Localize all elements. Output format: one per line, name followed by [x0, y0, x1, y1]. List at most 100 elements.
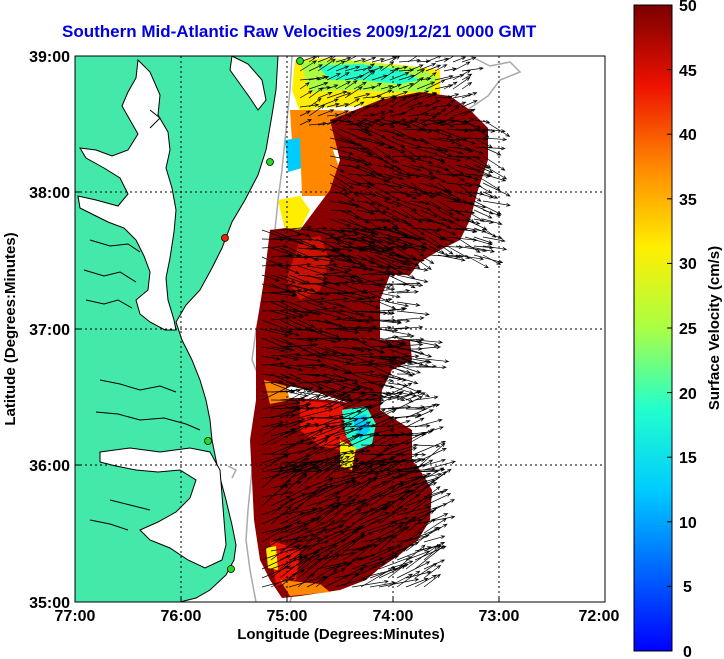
velocity-arrow	[405, 392, 426, 401]
velocity-arrow	[407, 77, 424, 90]
velocity-arrow	[261, 401, 301, 410]
delaware-bay	[229, 56, 267, 111]
velocity-arrow	[482, 236, 506, 243]
velocity-arrow	[261, 383, 297, 401]
velocity-arrow	[333, 355, 355, 362]
velocity-arrow	[324, 539, 357, 561]
velocity-arrow	[297, 346, 323, 359]
velocity-arrow	[288, 425, 309, 437]
velocity-arrow	[461, 81, 473, 90]
velocity-arrow	[371, 97, 385, 108]
velocity-arrow	[371, 89, 393, 99]
velocity-arrow	[261, 565, 292, 579]
velocity-arrow	[410, 164, 442, 174]
velocity-arrow	[306, 238, 342, 246]
velocity-arrow	[387, 547, 408, 561]
velocity-arrow	[414, 562, 438, 579]
velocity-arrow	[261, 274, 281, 282]
velocity-arrow	[315, 459, 342, 480]
velocity-arrow	[261, 361, 285, 366]
velocity-arrow	[261, 555, 292, 570]
velocity-arrow	[351, 310, 389, 315]
velocity-arrow	[410, 128, 433, 133]
velocity-arrow	[387, 355, 406, 365]
velocity-arrow	[326, 73, 341, 81]
velocity-arrow	[360, 269, 392, 276]
velocity-arrow	[333, 534, 365, 561]
velocity-arrow	[378, 382, 413, 401]
velocity-arrow	[396, 316, 425, 321]
velocity-arrow	[360, 301, 381, 309]
velocity-arrow	[342, 503, 371, 516]
velocity-arrow	[378, 408, 398, 419]
velocity-arrow	[473, 119, 491, 124]
velocity-arrow	[407, 101, 424, 108]
velocity-arrow	[315, 394, 352, 410]
velocity-arrow	[392, 218, 413, 227]
velocity-arrow	[306, 454, 343, 471]
velocity-arrow	[324, 427, 356, 437]
velocity-arrow	[396, 372, 416, 377]
velocity-arrow	[419, 191, 442, 196]
velocity-arrow	[414, 447, 447, 464]
velocity-arrow	[344, 98, 361, 108]
velocity-arrow	[425, 93, 438, 99]
velocity-arrow	[353, 118, 368, 126]
velocity-arrow	[279, 404, 310, 419]
velocity-arrow	[387, 238, 408, 246]
velocity-arrow	[464, 128, 487, 134]
velocity-arrow	[419, 128, 441, 133]
velocity-arrow	[324, 502, 352, 525]
velocity-arrow	[410, 191, 437, 198]
velocity-arrow	[415, 365, 447, 370]
velocity-arrow	[365, 245, 394, 256]
velocity-arrow	[410, 146, 439, 156]
velocity-arrow	[455, 137, 477, 145]
velocity-arrow	[434, 95, 453, 99]
velocity-arrow	[297, 226, 328, 231]
velocity-arrow	[419, 155, 445, 162]
velocity-arrow	[288, 518, 320, 534]
velocity-arrow	[387, 573, 414, 588]
velocity-arrow	[324, 524, 345, 534]
colorbar-tick-label: 45	[679, 63, 697, 80]
velocity-arrow	[383, 191, 401, 201]
velocity-arrow	[306, 436, 341, 455]
velocity-arrow	[396, 517, 414, 534]
velocity-arrow	[342, 508, 362, 525]
velocity-arrow	[405, 417, 425, 428]
velocity-arrow	[389, 97, 408, 108]
velocity-arrow	[356, 155, 373, 166]
pamlico-sound	[99, 447, 227, 569]
velocity-arrow	[356, 128, 373, 137]
velocity-arrow	[324, 435, 358, 455]
velocity-arrow	[473, 209, 493, 219]
velocity-arrow	[428, 128, 453, 138]
velocity-arrow	[387, 256, 420, 267]
velocity-arrow	[315, 423, 350, 437]
velocity-arrow	[353, 105, 371, 117]
chesapeake-bay	[77, 58, 177, 331]
velocity-arrow	[261, 423, 283, 437]
velocity-arrow	[378, 247, 402, 257]
velocity-arrow	[261, 307, 298, 312]
velocity-arrow	[270, 292, 297, 298]
velocity-arrow	[333, 274, 356, 282]
colorbar-tick-label: 40	[679, 127, 697, 144]
velocity-arrow	[369, 535, 392, 552]
velocity-arrow	[297, 319, 316, 328]
velocity-arrow	[324, 531, 346, 543]
velocity-arrow	[455, 227, 478, 234]
velocity-arrow	[374, 119, 396, 128]
velocity-arrow	[315, 491, 340, 507]
velocity-arrow	[410, 245, 425, 257]
velocity-arrow	[306, 478, 334, 498]
velocity-arrow	[279, 458, 310, 471]
velocity-arrow	[315, 373, 345, 383]
velocity-arrow	[270, 527, 310, 543]
velocity-arrow	[344, 65, 361, 72]
velocity-arrow	[407, 117, 419, 126]
velocity-arrow	[342, 337, 368, 344]
velocity-arrow	[378, 417, 398, 428]
velocity-arrow	[288, 446, 318, 455]
